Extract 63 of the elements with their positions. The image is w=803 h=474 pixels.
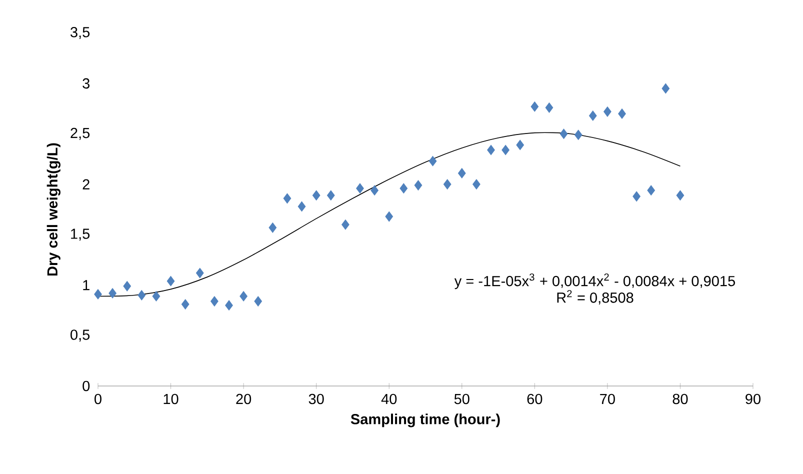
point [370, 185, 378, 196]
point [181, 299, 190, 310]
x-tick-label: 80 [672, 394, 688, 404]
y-tick-label: 2,5 [70, 128, 90, 140]
point [530, 102, 539, 112]
x-tick-label: 90 [746, 394, 760, 404]
point [574, 130, 582, 140]
point [458, 168, 466, 178]
point [487, 144, 495, 156]
point [356, 183, 364, 194]
point [108, 288, 116, 298]
point [312, 190, 320, 200]
x-tick-label: 50 [454, 394, 470, 404]
point [443, 179, 452, 190]
y-tick-label: 3 [82, 78, 90, 89]
point [342, 220, 350, 230]
point [94, 289, 102, 300]
point [647, 185, 656, 196]
y-tick-label: 1,5 [71, 228, 90, 241]
point [254, 296, 262, 306]
point [428, 156, 437, 166]
x-tick-label: 70 [600, 394, 615, 404]
y-tick-label: 1 [83, 280, 90, 290]
point [196, 268, 204, 278]
x-axis-title: Sampling time (hour-) [350, 414, 500, 428]
point [283, 193, 292, 204]
point [240, 291, 248, 302]
point [662, 83, 670, 94]
point [210, 296, 218, 306]
point [545, 102, 554, 113]
point [502, 144, 510, 156]
point [268, 222, 277, 233]
point [298, 201, 306, 212]
annotation: y = -1E-05x$^{3}$ + 0,0014x$^{2}$ - 0,0084x + 0,9015 [454, 273, 735, 290]
y-tick-label: 3,5 [70, 27, 90, 40]
point [560, 128, 568, 139]
point [166, 276, 175, 286]
point [152, 291, 160, 302]
point [618, 108, 626, 119]
annotation: R$^{2}$ = 0,8508 [557, 290, 634, 305]
x-tick-label: 40 [381, 394, 397, 404]
y-tick-label: 0,5 [70, 330, 90, 342]
point [414, 180, 422, 190]
x-tick-label: 60 [527, 394, 542, 404]
x-tick-label: 10 [164, 394, 178, 404]
point [123, 281, 132, 292]
point [326, 190, 335, 200]
x-tick-label: 20 [236, 394, 252, 404]
point [676, 190, 684, 200]
point [138, 290, 146, 300]
point [472, 179, 480, 190]
x-tick-label: 0 [94, 394, 102, 404]
y-axis-title: Dry cell weight(g/L) [46, 143, 60, 276]
point [604, 106, 612, 117]
x-tick-label: 30 [308, 394, 324, 404]
point [385, 211, 394, 222]
y-tick-label: 2 [82, 179, 90, 190]
point [632, 191, 640, 202]
point [225, 300, 233, 310]
point [516, 140, 524, 150]
point [400, 183, 408, 194]
y-tick-label: 0 [82, 380, 90, 392]
point [588, 110, 597, 121]
